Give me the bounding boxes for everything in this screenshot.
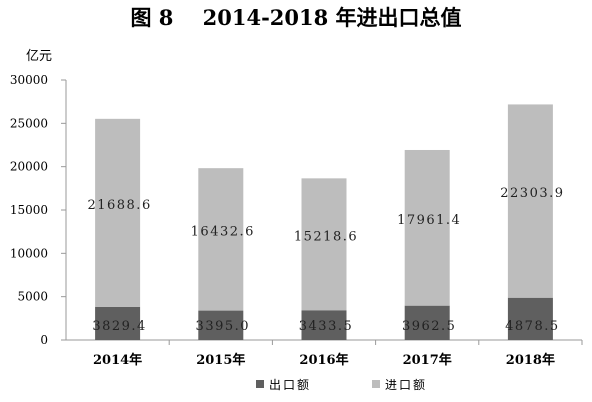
- data-label: 21688.6: [87, 198, 151, 213]
- legend: 出口额 进口额: [256, 378, 427, 392]
- bar-export: [198, 310, 244, 340]
- bar-export: [95, 306, 141, 340]
- legend-swatch: [256, 380, 264, 388]
- bar-import: [95, 118, 141, 307]
- bar-export: [301, 310, 347, 340]
- data-label: 15218.6: [294, 229, 358, 244]
- y-ticks: 0 5000 10000 15000 20000 25000 30000: [10, 73, 66, 347]
- x-tick-label: 2015年: [196, 352, 245, 368]
- y-tick-label: 10000: [10, 246, 48, 260]
- legend-label: 出口额: [269, 378, 311, 392]
- bars: 3829.4 21688.6 3395.0 16432.6 3433.5 15218.6 3…: [87, 104, 564, 340]
- data-label: 4878.5: [505, 319, 560, 334]
- legend-label: 进口额: [385, 378, 427, 392]
- bar-export: [404, 305, 450, 340]
- bar-import: [301, 178, 347, 311]
- x-tick-label: 2014年: [93, 352, 142, 368]
- data-label: 3433.5: [299, 319, 354, 334]
- data-label: 22303.9: [500, 186, 564, 201]
- y-tick-label: 5000: [17, 290, 48, 304]
- data-label: 3829.4: [92, 319, 147, 334]
- chart-title: 图 8 2014-2018 年进出口总值: [130, 5, 461, 30]
- category-labels: 2014年 2015年 2016年 2017年 2018年: [93, 340, 583, 368]
- x-tick-label: 2017年: [403, 352, 452, 368]
- bar-import: [507, 104, 553, 298]
- bar-import: [198, 168, 244, 311]
- y-tick-label: 30000: [10, 73, 48, 87]
- y-axis-unit: 亿元: [26, 49, 52, 64]
- y-tick-label: 20000: [10, 160, 48, 174]
- x-tick-label: 2018年: [506, 352, 555, 368]
- data-label: 16432.6: [191, 224, 255, 239]
- y-tick-label: 0: [40, 333, 48, 347]
- x-tick-label: 2016年: [299, 352, 348, 368]
- data-label: 17961.4: [397, 213, 461, 228]
- data-label: 3962.5: [402, 319, 457, 334]
- bar-import: [404, 149, 450, 306]
- data-label: 3395.0: [196, 319, 251, 334]
- legend-swatch: [372, 380, 380, 388]
- y-tick-label: 15000: [10, 203, 48, 217]
- y-tick-label: 25000: [10, 116, 48, 130]
- bar-export: [507, 297, 553, 340]
